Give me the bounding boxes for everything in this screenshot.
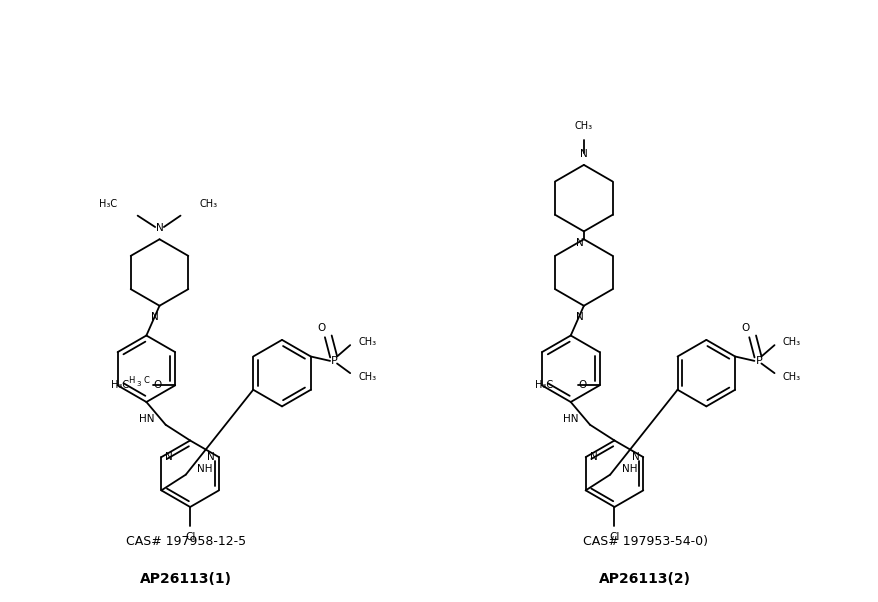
Text: N: N [155,223,163,233]
Text: N: N [575,238,583,248]
Text: O: O [741,323,749,333]
Text: O: O [577,380,586,390]
Text: P: P [754,356,761,366]
Text: P: P [331,356,337,366]
Text: CH₃: CH₃ [357,337,376,347]
Text: N: N [207,452,215,462]
Text: AP26113(1): AP26113(1) [140,572,232,586]
Text: O: O [317,323,325,333]
Text: H₃C: H₃C [111,380,129,390]
Text: HN: HN [139,415,155,424]
Text: N: N [151,312,159,322]
Text: N: N [165,452,173,462]
Text: HN: HN [563,415,578,424]
Text: Cl: Cl [608,532,619,542]
Text: CH₃: CH₃ [781,371,800,382]
Text: N: N [630,452,638,462]
Text: N: N [579,149,587,158]
Text: NH: NH [197,464,212,474]
Text: CH₃: CH₃ [574,120,593,131]
Text: N: N [589,452,597,462]
Text: AP26113(2): AP26113(2) [599,572,690,586]
Text: CAS# 197958-12-5: CAS# 197958-12-5 [126,535,246,548]
Text: CH₃: CH₃ [781,337,800,347]
Text: 3: 3 [136,380,140,386]
Text: O: O [154,380,162,390]
Text: CH₃: CH₃ [357,371,376,382]
Text: CH₃: CH₃ [199,199,218,209]
Text: CAS# 197953-54-0): CAS# 197953-54-0) [582,535,707,548]
Text: C: C [143,376,149,385]
Text: NH: NH [621,464,637,474]
Text: H₃C: H₃C [535,380,552,390]
Text: H₃C: H₃C [98,199,117,209]
Text: N: N [575,312,583,322]
Text: H: H [128,376,134,385]
Text: Cl: Cl [184,532,195,542]
